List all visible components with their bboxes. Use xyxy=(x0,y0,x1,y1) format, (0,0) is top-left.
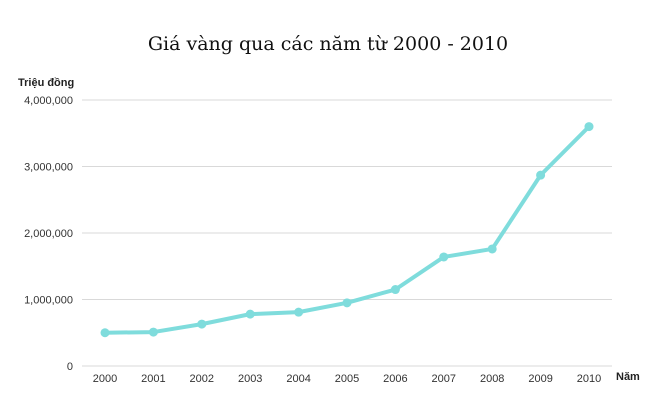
x-tick-labels: 2000 2001 2002 2003 2004 2005 2006 2007 2008 2009… xyxy=(93,373,601,385)
x-tick-label: 2003 xyxy=(238,373,262,385)
data-point xyxy=(197,319,207,329)
y-tick-label: 1,000,000 xyxy=(24,295,73,307)
data-point xyxy=(536,170,546,180)
y-tick-label: 2,000,000 xyxy=(24,228,73,240)
chart-title: Giá vàng qua các năm từ 2000 - 2010 xyxy=(148,33,508,55)
y-axis-label: Triệu đồng xyxy=(18,77,74,89)
x-tick-label: 2000 xyxy=(93,373,117,385)
data-point xyxy=(487,244,497,254)
x-tick-label: 2007 xyxy=(432,373,456,385)
x-tick-label: 2009 xyxy=(528,373,552,385)
data-point xyxy=(100,328,110,338)
gridlines xyxy=(82,99,612,367)
x-axis-label: Năm xyxy=(616,371,640,383)
data-point xyxy=(584,122,594,132)
y-tick-label: 4,000,000 xyxy=(24,95,73,107)
y-tick-label: 3,000,000 xyxy=(24,162,73,174)
data-point xyxy=(148,327,158,337)
data-point xyxy=(390,285,400,295)
data-point xyxy=(245,309,255,319)
data-point xyxy=(342,298,352,308)
x-tick-label: 2008 xyxy=(480,373,504,385)
data-point xyxy=(439,252,449,262)
x-tick-label: 2002 xyxy=(190,373,214,385)
data-point xyxy=(294,307,304,317)
x-tick-label: 2006 xyxy=(383,373,407,385)
y-tick-labels: 0 1,000,000 2,000,000 3,000,000 4,000,000 xyxy=(24,95,73,373)
x-tick-label: 2005 xyxy=(335,373,359,385)
y-tick-label: 0 xyxy=(67,361,73,373)
series-group xyxy=(100,122,594,338)
x-tick-label: 2010 xyxy=(577,373,601,385)
x-tick-label: 2001 xyxy=(141,373,165,385)
x-tick-label: 2004 xyxy=(286,373,310,385)
